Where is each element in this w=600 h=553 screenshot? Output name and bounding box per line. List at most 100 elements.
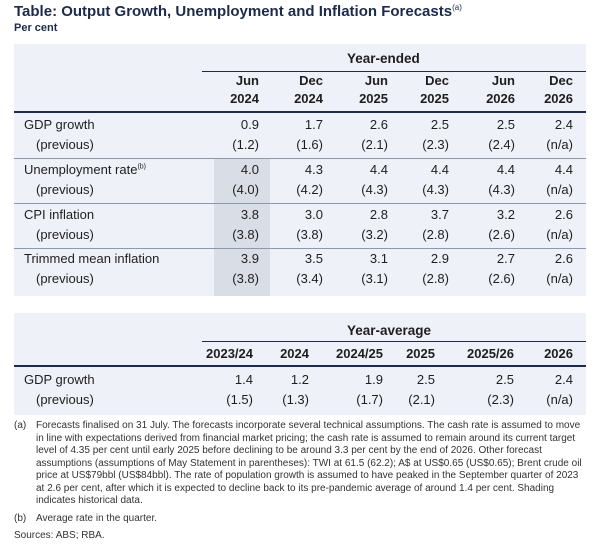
column-header-year: 2025 — [420, 91, 449, 106]
previous-value-cell: (4.3) — [361, 182, 388, 197]
value-cell: 3.2 — [496, 207, 515, 222]
value-cell: 4.3 — [304, 162, 323, 177]
previous-value-cell: (n/a) — [546, 182, 573, 197]
row-divider — [14, 203, 586, 204]
value-cell: 1.2 — [290, 372, 309, 387]
previous-value-cell: (3.8) — [232, 227, 259, 242]
row-label: Trimmed mean inflation — [24, 251, 159, 266]
row-label: GDP growth — [24, 117, 95, 132]
column-header-month: Dec — [425, 73, 449, 88]
footnote-text: Forecasts finalised on 31 July. The fore… — [36, 420, 582, 506]
previous-value-cell: (2.4) — [488, 137, 515, 152]
group-header-rule — [202, 71, 586, 72]
sources-line: Sources: ABS; RBA. — [14, 530, 105, 541]
value-cell: 3.7 — [430, 207, 449, 222]
column-header-year: 2024 — [294, 91, 323, 106]
previous-value-cell: (n/a) — [546, 271, 573, 286]
previous-value-cell: (3.2) — [361, 227, 388, 242]
previous-value-cell: (2.6) — [488, 271, 515, 286]
previous-value-cell: (3.1) — [361, 271, 388, 286]
value-cell: 2.5 — [430, 117, 449, 132]
previous-label: (previous) — [36, 271, 94, 286]
value-cell: 0.9 — [240, 117, 259, 132]
value-cell: 2.4 — [554, 117, 573, 132]
value-cell: 2.6 — [554, 251, 573, 266]
footnote-key: (a) — [14, 420, 27, 431]
value-cell: 2.7 — [496, 251, 515, 266]
value-cell: 2.5 — [416, 372, 435, 387]
column-header-month: Jun — [364, 73, 388, 88]
previous-value-cell: (2.8) — [422, 227, 449, 242]
value-cell: 1.4 — [234, 372, 253, 387]
row-note-ref: (b) — [137, 163, 147, 171]
column-header-year: 2026 — [544, 346, 573, 361]
value-cell: 2.5 — [496, 117, 515, 132]
column-header-month: Dec — [299, 73, 323, 88]
column-header-year: 2025/26 — [467, 346, 514, 361]
column-header-month: Jun — [235, 73, 259, 88]
previous-label: (previous) — [36, 137, 94, 152]
year-average-table: Year-average 2023/24 2024 2024/25 2025 2025/2… — [14, 313, 586, 415]
previous-value-cell: (4.3) — [488, 182, 515, 197]
previous-value-cell: (4.0) — [232, 182, 259, 197]
previous-label: (previous) — [36, 182, 94, 197]
previous-label: (previous) — [36, 227, 94, 242]
column-header-year: 2024/25 — [336, 346, 383, 361]
row-divider — [14, 248, 586, 249]
column-header-year: 2026 — [486, 91, 515, 106]
previous-value-cell: (2.3) — [422, 137, 449, 152]
header-rule — [14, 111, 586, 113]
previous-value-cell: (1.6) — [296, 137, 323, 152]
previous-value-cell: (1.7) — [356, 392, 383, 407]
previous-value-cell: (1.5) — [226, 392, 253, 407]
column-header-month: Dec — [549, 73, 573, 88]
row-label-text: GDP growth — [24, 117, 95, 132]
footnote: (a) Forecasts finalised on 31 July. The f… — [14, 420, 586, 508]
value-cell: 3.0 — [304, 207, 323, 222]
group-header: Year-ended — [347, 51, 420, 66]
row-label-text: CPI inflation — [24, 207, 95, 222]
column-header-year: 2025 — [359, 91, 388, 106]
column-header-year: 2024 — [230, 91, 259, 106]
previous-value-cell: (2.6) — [488, 227, 515, 242]
previous-value-cell: (1.2) — [232, 137, 259, 152]
table-title: Table: Output Growth, Unemployment and I… — [14, 3, 462, 20]
value-cell: 2.4 — [554, 372, 573, 387]
previous-value-cell: (n/a) — [546, 392, 573, 407]
column-header-year: 2025 — [406, 346, 435, 361]
row-label-text: Unemployment rate — [24, 162, 138, 177]
previous-value-cell: (3.8) — [296, 227, 323, 242]
value-cell: 2.9 — [430, 251, 449, 266]
previous-value-cell: (n/a) — [546, 227, 573, 242]
previous-value-cell: (2.8) — [422, 271, 449, 286]
value-cell: 4.4 — [554, 162, 573, 177]
previous-value-cell: (1.3) — [282, 392, 309, 407]
value-cell: 3.9 — [240, 251, 259, 266]
previous-value-cell: (4.2) — [296, 182, 323, 197]
previous-label: (previous) — [36, 392, 94, 407]
footnote: (b) Average rate in the quarter. — [14, 513, 586, 526]
previous-value-cell: (n/a) — [546, 137, 573, 152]
year-ended-table: Year-ended Jun 2024 Dec 2024 Jun 2025 Dec 2025 Ju… — [14, 44, 586, 296]
footnotes: (a) Forecasts finalised on 31 July. The f… — [14, 420, 586, 543]
header-rule — [14, 365, 586, 367]
previous-value-cell: (3.4) — [296, 271, 323, 286]
value-cell: 2.6 — [369, 117, 388, 132]
row-label: GDP growth — [24, 372, 95, 387]
previous-value-cell: (2.3) — [487, 392, 514, 407]
value-cell: 4.4 — [369, 162, 388, 177]
units-label: Per cent — [14, 22, 58, 34]
value-cell: 1.9 — [364, 372, 383, 387]
value-cell: 1.7 — [304, 117, 323, 132]
previous-value-cell: (2.1) — [408, 392, 435, 407]
footnote-text: Average rate in the quarter. — [36, 512, 158, 524]
previous-value-cell: (2.1) — [361, 137, 388, 152]
value-cell: 2.5 — [495, 372, 514, 387]
previous-value-cell: (4.3) — [422, 182, 449, 197]
group-header-rule — [202, 341, 586, 342]
title-note-ref: (a) — [452, 3, 462, 12]
value-cell: 2.6 — [554, 207, 573, 222]
footnote-key: (b) — [14, 512, 27, 524]
previous-value-cell: (3.8) — [232, 271, 259, 286]
